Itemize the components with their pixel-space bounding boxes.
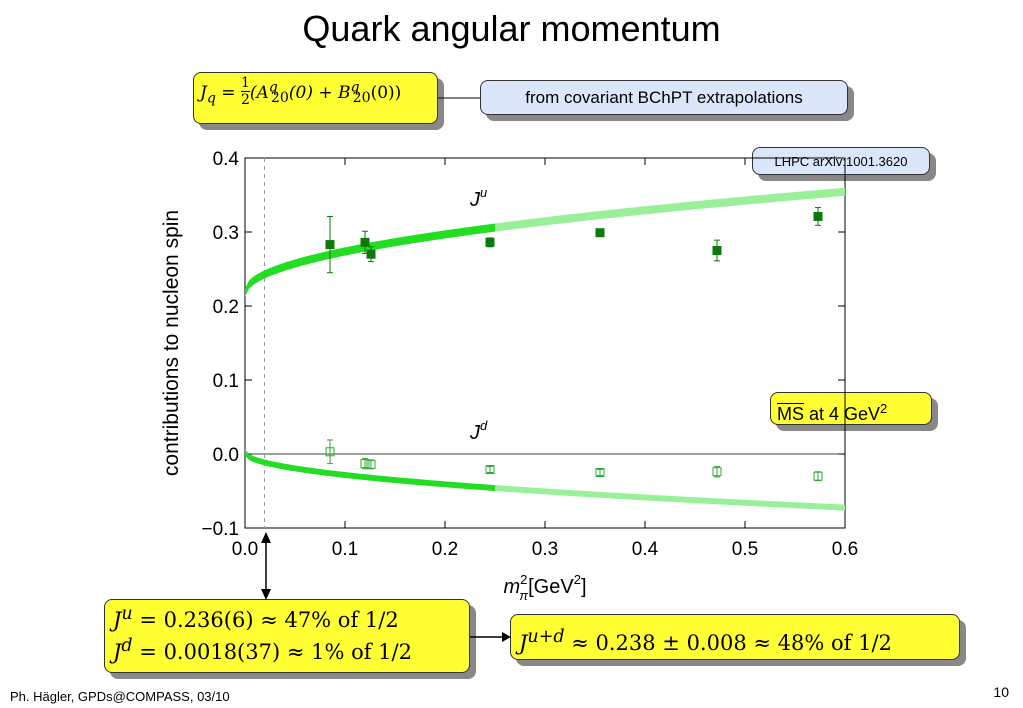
ju-result-line: Ju = 0.236(6) ≈ 47% of 1/2 [113,604,469,632]
data-point-u [325,240,335,250]
formula-sub: q [206,90,216,107]
y-tick-label: 0.3 [213,223,239,244]
series-label-d: Jd [469,418,488,444]
x-tick-label: 0.5 [732,539,758,560]
formula-b-sub: 20 [352,90,371,107]
x-axis-label-close: ] [581,576,587,598]
series-label-main: J [469,189,481,211]
data-point-u [595,228,605,238]
formula-lhs: J [200,83,207,103]
band-fit-d [245,449,495,491]
jd-result-lhs: J [113,640,122,664]
jd-result-line: Jd = 0.0018(37) ≈ 1% of 1/2 [113,636,469,664]
data-point-u [712,246,722,255]
slide-footer: Ph. Hägler, GPDs@COMPASS, 03/10 [10,689,230,704]
formula-a-sub: 20 [270,90,289,107]
data-point-d [813,471,823,481]
formula-end: (0)) [370,83,402,103]
msbar-rest: at 4 GeV [804,404,881,424]
page-number: 10 [993,684,1009,700]
x-axis-label-sup: 2 [520,572,527,587]
data-point-u [360,237,370,247]
jud-rhs: ≈ 0.238 ± 0.008 ≈ 48% of 1/2 [564,631,892,655]
data-point-u [485,237,495,247]
ju-result-sup: u [121,604,133,624]
formula-a-sup: q [268,79,278,96]
y-tick-label: 0.4 [213,149,240,170]
result-arrow-head-up [261,532,271,543]
jud-lhs: J [519,631,528,655]
data-point-u [366,249,376,259]
x-tick-label: 0.1 [332,539,358,560]
y-tick-label: 0.0 [213,445,239,466]
data-point-u [813,211,823,221]
formula-eq: = [215,83,241,103]
y-tick-label: 0.2 [213,297,239,318]
formula-mid: (0) + B [288,83,351,103]
x-axis-label-sub: π [519,588,528,603]
x-axis-label-main: m [504,576,521,598]
x-axis-label-unit: [GeV [528,576,574,598]
x-tick-label: 0.3 [532,539,558,560]
band-extrapolated-d [495,485,845,511]
band-fit-u [245,223,495,297]
data-point-d [712,467,722,477]
msbar-ms: MS [777,404,804,424]
slide-title: Quark angular momentum [302,8,721,49]
x-axis-label-unit-sup: 2 [574,572,581,587]
x-axis-label: m2 π[GeV2] [504,572,587,603]
jd-result-rhs: = 0.0018(37) ≈ 1% of 1/2 [132,640,412,664]
formula-b-sup: q [350,79,360,96]
ang-mom-formula-box: Jq = 1 2 (Aq20(0) + Bq20(0)) [193,72,438,124]
lhpc-reference-label: LHPC arXiv:1001.3620 [752,147,930,175]
data-point-d [360,459,370,469]
data-point-d [485,465,495,475]
jd-result-sup: d [121,636,133,656]
series-label-main: J [469,422,481,444]
x-tick-label: 0.4 [632,539,659,560]
formula-denominator: 2 [240,92,250,108]
y-axis-label: contributions to nucleon spin [160,210,183,476]
msbar-scale-box: MS at 4 GeV2 [770,392,932,425]
plot-frame [244,157,846,529]
jud-result-box: Ju+d ≈ 0.238 ± 0.008 ≈ 48% of 1/2 [510,614,960,660]
series-label-u: Ju [469,185,487,211]
data-point-d [595,468,605,477]
x-tick-label: 0.2 [432,539,458,560]
x-tick-label: 0.0 [232,539,258,560]
data-point-d [325,447,335,457]
series-label-sup: u [480,185,487,200]
jq-results-box: Ju = 0.236(6) ≈ 47% of 1/2 Jd = 0.0018(3… [104,599,470,673]
msbar-sup: 2 [880,401,888,416]
formula-body: (A [249,83,269,103]
x-tick-label: 0.6 [832,539,858,560]
y-tick-label: 0.1 [213,371,239,392]
ju-result-lhs: J [113,608,122,632]
data-point-d [366,459,376,469]
band-extrapolated-u [495,187,845,232]
formula-numerator: 1 [240,75,250,92]
series-label-sup: d [480,418,488,433]
y-tick-label: −0.1 [201,519,239,540]
ju-result-rhs: = 0.236(6) ≈ 47% of 1/2 [132,608,399,632]
jud-sup: u+d [527,627,565,647]
covariant-bchpt-label: from covariant BChPT extrapolations [480,80,848,115]
